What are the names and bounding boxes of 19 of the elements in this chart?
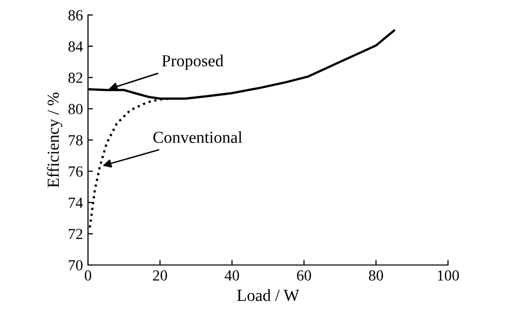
series-label: Conventional [153,131,242,143]
x-tick-label: 100 [438,270,459,281]
x-tick-label: 80 [368,270,384,281]
x-tick-label: 60 [297,270,312,281]
y-tick-label: 86 [68,10,83,20]
y-tick-label: 72 [68,228,82,240]
x-tick-label: 40 [224,270,240,281]
y-tick-label: 84 [68,41,83,52]
y-tick-label: 82 [68,72,82,83]
y-tick-label: 74 [68,198,83,208]
y-tick-label: 70 [68,260,83,270]
x-tick-label: 0 [84,270,92,281]
series-label: Proposed [162,54,224,70]
y-axis-title: Efficiency / % [46,92,62,188]
y-tick-label: 80 [68,104,83,114]
y-tick-label: 78 [68,135,83,146]
y-tick-label: 76 [68,166,83,177]
x-axis-title: Load / W [237,289,300,302]
x-tick-label: 20 [153,270,168,281]
